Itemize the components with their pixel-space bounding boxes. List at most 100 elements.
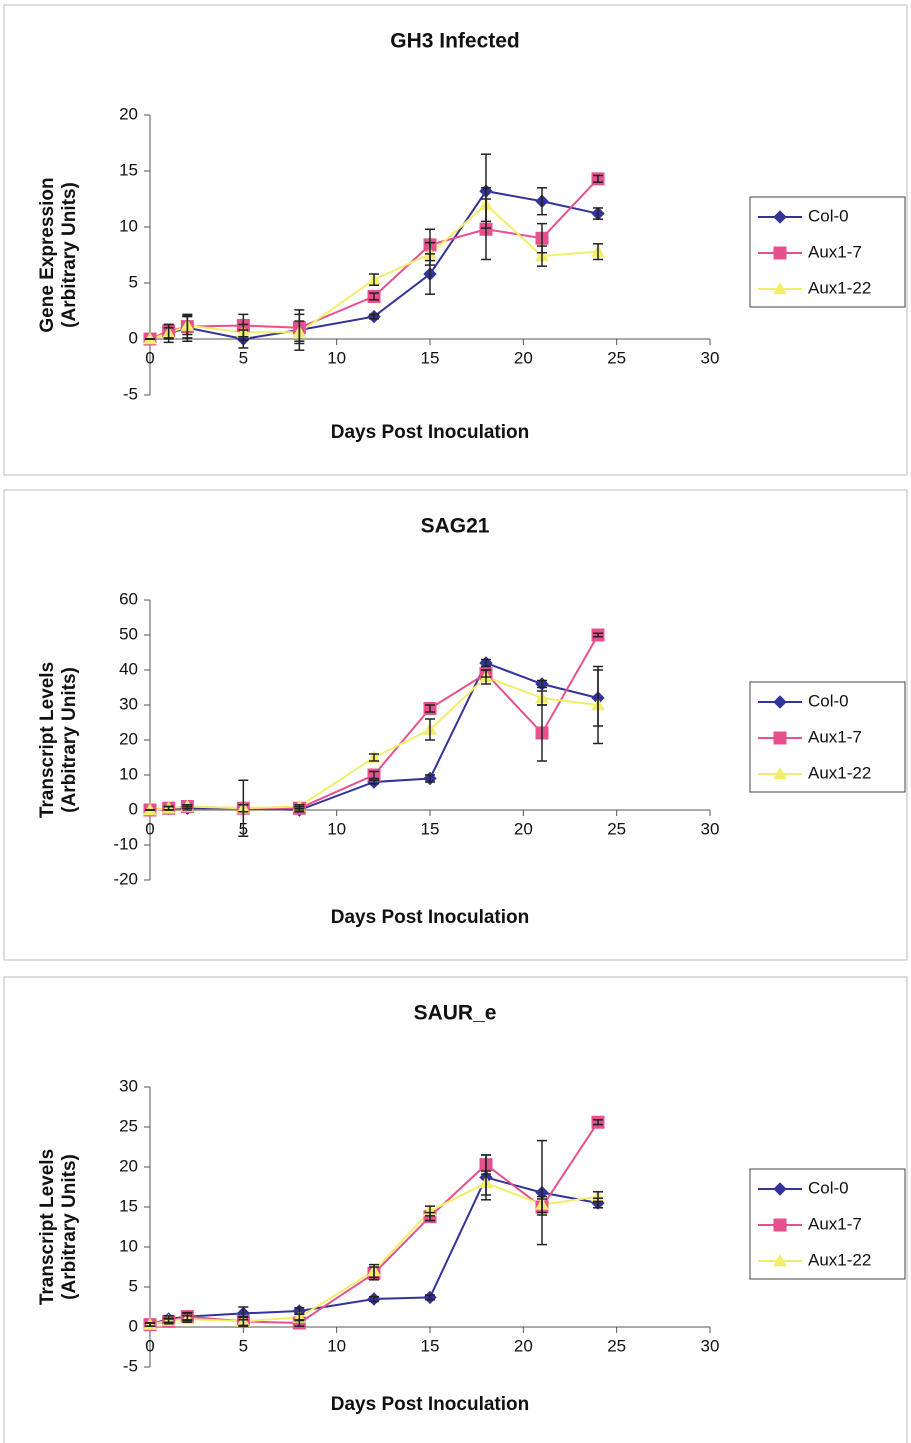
x-tick-label: 10 xyxy=(327,348,346,367)
error-bar xyxy=(537,245,547,267)
error-bar xyxy=(182,1315,193,1323)
error-bar xyxy=(294,804,305,809)
x-tick-label: 25 xyxy=(607,819,626,838)
y-tick-label: 10 xyxy=(119,1236,138,1255)
error-bar xyxy=(369,292,379,301)
marker xyxy=(773,695,787,709)
x-tick-label: 30 xyxy=(701,348,720,367)
x-tick-label: 30 xyxy=(701,1336,720,1355)
error-bar xyxy=(481,669,491,685)
y-tick-label: -10 xyxy=(113,834,138,853)
y-tick-label: -20 xyxy=(113,869,138,888)
marker xyxy=(773,766,787,780)
error-bar xyxy=(369,1295,379,1303)
error-bar xyxy=(537,690,547,706)
error-bar xyxy=(145,1322,155,1327)
marker xyxy=(773,210,787,224)
y-tick-label: 50 xyxy=(119,624,138,643)
error-bar xyxy=(294,1313,305,1322)
y-axis-label: Transcript Levels xyxy=(37,1149,58,1305)
chart-title: SAG21 xyxy=(421,515,490,538)
error-bar xyxy=(593,207,603,220)
legend-label: Col-0 xyxy=(808,691,849,710)
marker xyxy=(773,1218,787,1232)
y-tick-label: 5 xyxy=(129,272,138,291)
error-bar xyxy=(163,327,174,340)
y-tick-label: 25 xyxy=(119,1116,138,1135)
x-tick-label: 5 xyxy=(239,1336,248,1355)
error-bar xyxy=(481,1170,491,1196)
error-bar xyxy=(238,804,249,813)
x-tick-label: 25 xyxy=(607,348,626,367)
error-bar xyxy=(369,1263,379,1279)
y-tick-label: 5 xyxy=(129,1276,138,1295)
error-bar xyxy=(537,1195,547,1214)
x-tick-label: 15 xyxy=(421,819,440,838)
y-tick-label: 15 xyxy=(119,1196,138,1215)
error-bar xyxy=(425,704,435,713)
error-bar xyxy=(593,665,603,745)
error-bar xyxy=(593,1119,603,1126)
chart-title: SAUR_e xyxy=(414,1002,497,1025)
x-axis-label: Days Post Inoculation xyxy=(331,907,529,928)
error-bar xyxy=(294,320,305,345)
error-bar xyxy=(182,315,193,336)
marker xyxy=(773,1253,787,1267)
error-bar xyxy=(369,770,379,780)
series-line xyxy=(149,190,599,341)
y-tick-label: 20 xyxy=(119,729,138,748)
panel-border xyxy=(3,976,908,1443)
series-line xyxy=(149,203,599,340)
y-axis-label: Gene Expression xyxy=(37,177,58,332)
x-tick-label: 10 xyxy=(327,1336,346,1355)
marker xyxy=(773,246,787,260)
x-axis-label: Days Post Inoculation xyxy=(331,1394,529,1415)
error-bar xyxy=(163,1317,174,1324)
x-tick-label: 0 xyxy=(145,1336,154,1355)
y-tick-label: 10 xyxy=(119,764,138,783)
error-bar xyxy=(369,313,379,320)
x-tick-label: 0 xyxy=(145,348,154,367)
x-axis-label: Days Post Inoculation xyxy=(331,422,529,443)
error-bar xyxy=(369,779,379,785)
legend-label: Aux1-22 xyxy=(808,763,871,782)
x-tick-label: 10 xyxy=(327,819,346,838)
error-bar xyxy=(537,1139,547,1246)
error-bar xyxy=(481,187,491,223)
y-tick-label: -5 xyxy=(123,1356,138,1375)
error-bar xyxy=(537,679,547,689)
x-tick-label: 20 xyxy=(514,1336,533,1355)
y-tick-label: 30 xyxy=(119,694,138,713)
y-axis-label: Transcript Levels xyxy=(37,662,58,818)
y-tick-label: 0 xyxy=(129,1316,138,1335)
y-tick-label: 20 xyxy=(119,104,138,123)
x-tick-label: 0 xyxy=(145,819,154,838)
y-tick-label: 30 xyxy=(119,1076,138,1095)
error-bar xyxy=(425,1205,435,1217)
legend-label: Col-0 xyxy=(808,206,849,225)
chart-title: GH3 Infected xyxy=(390,30,520,53)
y-tick-label: 0 xyxy=(129,799,138,818)
error-bar xyxy=(481,658,491,668)
y-tick-label: -5 xyxy=(123,384,138,403)
y-axis-label: (Arbitrary Units) xyxy=(59,1154,80,1300)
error-bar xyxy=(425,774,435,783)
error-bar xyxy=(593,174,603,183)
y-tick-label: 15 xyxy=(119,160,138,179)
legend-label: Aux1-22 xyxy=(808,1250,871,1269)
marker xyxy=(773,1182,787,1196)
x-tick-label: 5 xyxy=(239,348,248,367)
error-bar xyxy=(425,241,435,266)
x-tick-label: 15 xyxy=(421,348,440,367)
error-bar xyxy=(238,323,249,341)
x-tick-label: 20 xyxy=(514,348,533,367)
legend-label: Col-0 xyxy=(808,1178,849,1197)
y-tick-label: 20 xyxy=(119,1156,138,1175)
error-bar xyxy=(369,753,379,762)
legend-label: Aux1-7 xyxy=(808,242,862,261)
x-tick-label: 30 xyxy=(701,819,720,838)
error-bar xyxy=(238,1315,249,1327)
x-tick-label: 20 xyxy=(514,819,533,838)
error-bar xyxy=(537,187,547,216)
